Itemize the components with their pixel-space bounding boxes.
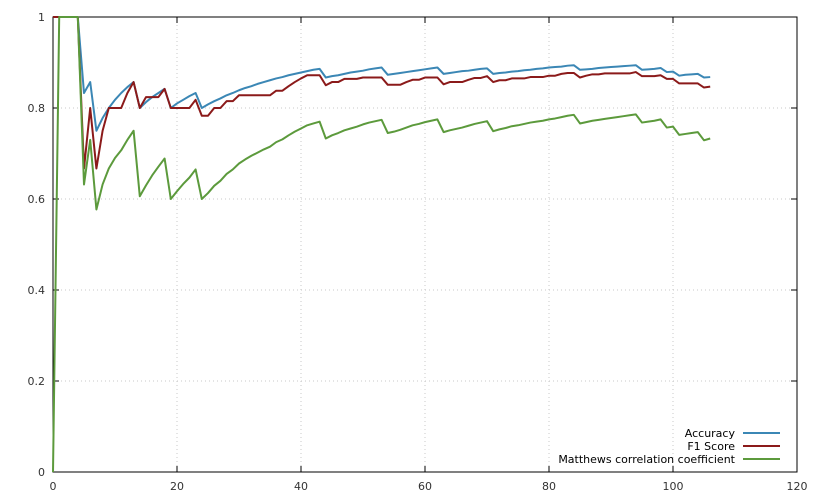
x-tick-label: 80 — [542, 480, 556, 493]
x-tick-label: 120 — [787, 480, 808, 493]
y-tick-label: 1 — [38, 11, 45, 24]
axis-ticks: 0 20 40 60 80 100 120 0 0.2 0.4 0.6 0.8 1 — [28, 11, 808, 493]
x-tick-label: 40 — [294, 480, 308, 493]
x-tick-label: 20 — [170, 480, 184, 493]
x-tick-label: 100 — [663, 480, 684, 493]
legend-label-f1-score: F1 Score — [687, 440, 735, 453]
legend-label-accuracy: Accuracy — [685, 427, 736, 440]
grid-lines — [53, 17, 797, 472]
series-line-f1-score — [53, 16, 711, 170]
x-tick-label: 60 — [418, 480, 432, 493]
y-tick-label: 0.8 — [28, 102, 46, 115]
y-tick-label: 0 — [38, 466, 45, 479]
y-tick-label: 0.2 — [28, 375, 46, 388]
series-lines — [52, 16, 711, 473]
y-tick-label: 0.6 — [28, 193, 46, 206]
y-tick-label: 0.4 — [28, 284, 46, 297]
legend-label-matthews-correlation-coefficient: Matthews correlation coefficient — [558, 453, 735, 466]
x-tick-label: 0 — [50, 480, 57, 493]
series-line-matthews-correlation-coefficient — [52, 16, 711, 473]
